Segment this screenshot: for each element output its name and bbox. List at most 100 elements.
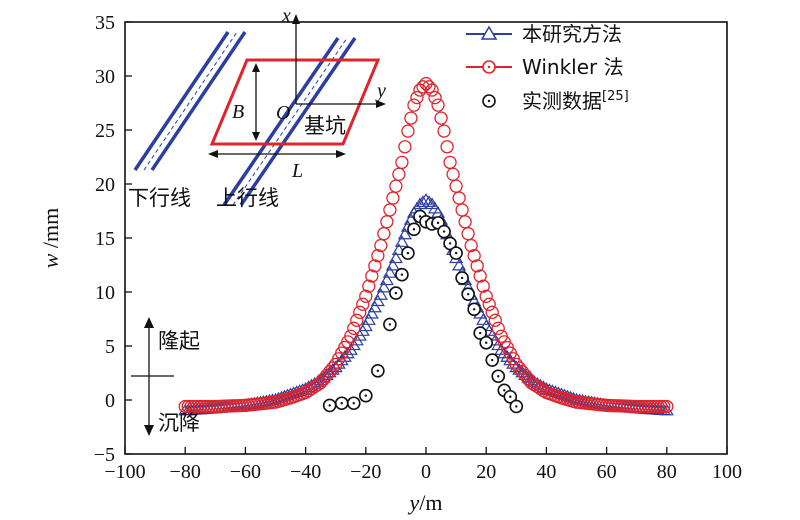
- circle-marker: [383, 203, 397, 217]
- circle-marker: [449, 179, 463, 193]
- circle-marker: [470, 259, 484, 273]
- circle-marker: [473, 269, 487, 283]
- measured-point-dot: [400, 273, 404, 276]
- x-axis-title: y/m: [408, 490, 443, 515]
- triangle-marker: [412, 197, 428, 210]
- x-tick-label: 40: [536, 461, 556, 483]
- measured-point-dot: [497, 375, 500, 378]
- triangle-marker: [379, 273, 394, 286]
- circle-marker: [347, 321, 361, 335]
- circle-marker: [395, 155, 409, 170]
- circle-marker: [467, 249, 481, 263]
- circle-marker: [654, 399, 668, 414]
- measured-point-dot: [485, 341, 488, 344]
- circle-marker: [440, 140, 454, 154]
- triangle-marker: [391, 243, 406, 256]
- legend-marker-circle-dot: [487, 65, 491, 69]
- circle-marker: [488, 313, 502, 327]
- circle-marker: [443, 155, 457, 170]
- measured-point-dot: [406, 251, 410, 255]
- x-tick-label: −20: [350, 461, 381, 483]
- measured-point-dot: [340, 402, 343, 405]
- y-tick-label: 30: [95, 66, 115, 88]
- circle-marker: [386, 191, 400, 205]
- x-tick-label: −80: [170, 461, 201, 483]
- inset-l-arrow-left: [208, 150, 218, 158]
- down-line-centerline: [143, 31, 238, 171]
- circle-marker: [458, 215, 472, 229]
- triangle-marker: [497, 346, 512, 359]
- measured-point-dot: [394, 291, 398, 295]
- inset-l-arrow-right: [336, 150, 346, 158]
- triangle-marker: [494, 343, 509, 355]
- inset-y-arrowhead: [376, 100, 386, 108]
- legend-item-measured: 实测数据[25]: [482, 89, 629, 113]
- measured-point-dot: [472, 308, 476, 311]
- series-winkler: [178, 76, 674, 414]
- inset-l-label: L: [291, 160, 303, 182]
- heave-label: 隆起: [158, 329, 200, 353]
- x-tick-label: −40: [290, 461, 321, 483]
- circle-marker: [365, 269, 379, 283]
- circle-marker: [404, 111, 418, 125]
- triangle-marker: [367, 300, 382, 313]
- series-measured: [322, 209, 524, 414]
- y-tick-label: 15: [95, 228, 115, 250]
- settle-label: 沉降: [158, 411, 200, 435]
- measured-point-dot: [466, 292, 470, 296]
- inset-x-label: x: [281, 5, 291, 27]
- circle-marker: [407, 98, 421, 112]
- circle-marker: [344, 329, 358, 343]
- circle-marker: [452, 191, 466, 205]
- legend-label-winkler: Winkler 法: [522, 55, 624, 79]
- y-tick-label: 25: [95, 120, 115, 142]
- triangle-marker: [476, 313, 491, 325]
- y-tick-label: 5: [105, 336, 115, 358]
- circle-marker: [356, 297, 370, 311]
- circle-marker: [479, 289, 493, 303]
- legend-marker-triangle: [480, 25, 498, 40]
- y-tick-label: 0: [105, 390, 115, 412]
- circle-marker: [362, 279, 376, 293]
- circle-marker: [410, 90, 424, 105]
- measured-point-dot: [442, 230, 446, 233]
- y-tick-label: 20: [95, 174, 115, 196]
- circle-marker: [377, 227, 391, 241]
- y-tick-label: 10: [95, 282, 115, 304]
- x-tick-label: 0: [421, 461, 431, 483]
- triangle-marker: [659, 403, 674, 416]
- inset-origin-label: O: [276, 102, 290, 124]
- circle-marker: [326, 361, 340, 375]
- measured-point-dot: [478, 331, 482, 335]
- circle-marker: [371, 249, 385, 263]
- circle-marker: [368, 259, 382, 273]
- circle-marker: [428, 90, 442, 105]
- inset-down-line-label: 下行线: [128, 186, 191, 210]
- legend: 本研究方法 Winkler 法 实测数据[25]: [466, 22, 629, 113]
- circle-marker: [389, 179, 403, 193]
- y-axis-title: w /mm: [38, 208, 63, 269]
- up-line-track-a: [222, 37, 340, 206]
- circle-marker: [651, 399, 665, 414]
- inset-b-arrow-bottom: [252, 132, 260, 141]
- triangle-marker: [418, 193, 434, 205]
- y-tick-label: −5: [94, 444, 115, 466]
- x-tick-label: 100: [712, 461, 742, 483]
- x-tick-label: 60: [597, 461, 617, 483]
- measured-point-dot: [328, 404, 331, 407]
- measured-point-dot: [418, 215, 422, 218]
- circle-marker: [455, 203, 469, 217]
- triangle-marker: [340, 346, 355, 359]
- plot-frame: [124, 21, 728, 455]
- circle-marker: [434, 111, 448, 125]
- circle-marker: [350, 313, 364, 327]
- up-line-centerline: [232, 37, 348, 206]
- circle-marker: [392, 167, 406, 181]
- legend-marker-measured-dot: [487, 99, 491, 103]
- inset-b-arrow-top: [252, 63, 260, 72]
- circle-marker: [380, 215, 394, 229]
- circle-marker: [657, 399, 671, 414]
- x-tick-label: 80: [657, 461, 677, 483]
- circle-marker: [425, 83, 439, 97]
